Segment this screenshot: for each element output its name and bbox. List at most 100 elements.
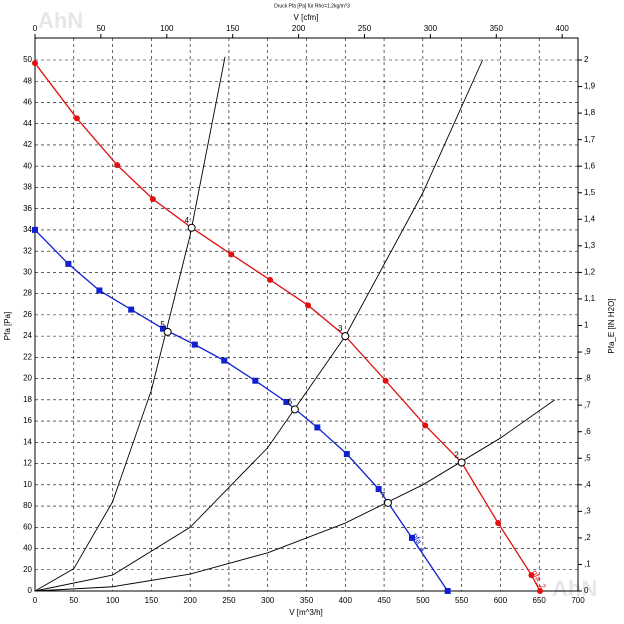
marker — [382, 377, 389, 384]
x-tick-label: 350 — [300, 596, 314, 605]
y-tick-label: 24 — [23, 331, 32, 340]
operating-point — [341, 332, 350, 341]
x2-tick-label: 400 — [556, 24, 570, 33]
x-tick-label: 450 — [377, 596, 391, 605]
marker — [283, 398, 290, 405]
x2-tick-label: 250 — [358, 24, 372, 33]
x-tick-label: 550 — [455, 596, 469, 605]
y-tick-label: 80 — [23, 501, 32, 510]
x2-tick-label: 200 — [292, 24, 306, 33]
y2-tick-label: 1,8 — [584, 108, 596, 117]
operating-point — [290, 405, 299, 414]
x-tick-label: 700 — [571, 596, 585, 605]
y-tick-label: 28 — [23, 289, 32, 298]
x-tick-label: 0 — [33, 596, 38, 605]
y-tick-label: 0 — [28, 586, 33, 595]
marker — [114, 162, 121, 169]
y2-tick-label: ,4 — [584, 480, 591, 489]
y-axis-title: Pfa [Pa] — [3, 312, 12, 340]
x-axis-title: V [m^3/h] — [289, 608, 323, 617]
marker — [267, 276, 274, 283]
x2-tick-label: 350 — [490, 24, 504, 33]
y2-tick-label: ,3 — [584, 506, 591, 515]
y-tick-label: 38 — [23, 183, 32, 192]
operating-point-label: 6 — [288, 398, 293, 407]
marker — [528, 572, 535, 579]
chart-title: Druck Pfa [Pa] für Rho=1.2kg/m^3 — [274, 3, 350, 9]
system-curve — [34, 56, 226, 592]
y-tick-label: 48 — [23, 76, 32, 85]
y2-tick-label: 1,9 — [584, 82, 596, 91]
y-tick-label: 22 — [23, 352, 32, 361]
y2-tick-label: ,8 — [584, 374, 591, 383]
operating-point — [383, 498, 392, 507]
y2-axis-title: Pfa_E [IN H2O] — [607, 298, 616, 353]
x2-tick-label: 150 — [226, 24, 240, 33]
marker — [128, 306, 135, 313]
y-tick-label: 34 — [23, 225, 32, 234]
watermark: AhN — [552, 576, 597, 601]
x-tick-label: 50 — [69, 596, 78, 605]
y2-tick-label: 0 — [584, 586, 589, 595]
operating-point-label: 7 — [381, 491, 386, 500]
x2-tick-label: 0 — [33, 24, 38, 33]
y-tick-label: 40 — [23, 161, 32, 170]
marker — [32, 226, 38, 233]
x-tick-label: 100 — [106, 596, 120, 605]
watermark: AhN — [38, 8, 83, 33]
y2-tick-label: 1,2 — [584, 268, 596, 277]
marker — [422, 422, 429, 429]
y2-tick-label: 1,4 — [584, 214, 596, 223]
marker — [536, 588, 543, 594]
marker — [375, 486, 382, 493]
marker — [221, 357, 228, 364]
y-tick-label: 14 — [23, 437, 32, 446]
marker — [32, 60, 38, 67]
marker — [343, 451, 350, 458]
y-tick-label: 20 — [23, 374, 32, 383]
y-tick-label: 20 — [23, 565, 32, 574]
system-curve — [34, 399, 555, 592]
operating-point — [187, 223, 196, 232]
operating-point-label: 4 — [184, 216, 189, 225]
series-label: pfa_1 — [410, 531, 428, 553]
y-tick-label: 60 — [23, 522, 32, 531]
y-tick-label: 44 — [23, 119, 32, 128]
y2-tick-label: 1,5 — [584, 188, 596, 197]
y-tick-label: 10 — [23, 480, 32, 489]
x-tick-label: 500 — [416, 596, 430, 605]
x2-axis-title: V [cfm] — [294, 13, 319, 22]
y2-tick-label: ,6 — [584, 427, 591, 436]
y-tick-label: 32 — [23, 246, 32, 255]
x-tick-label: 650 — [533, 596, 547, 605]
y-tick-label: 36 — [23, 204, 32, 213]
operating-point-label: 2 — [454, 451, 459, 460]
y-tick-label: 42 — [23, 140, 32, 149]
x-tick-label: 250 — [222, 596, 236, 605]
y2-tick-label: ,5 — [584, 453, 591, 462]
y2-tick-label: ,7 — [584, 400, 591, 409]
operating-point — [163, 327, 172, 336]
marker — [149, 196, 156, 203]
operating-point-label: 3 — [338, 324, 343, 333]
x-tick-label: 600 — [494, 596, 508, 605]
y2-tick-label: ,9 — [584, 347, 591, 356]
x2-tick-label: 300 — [424, 24, 438, 33]
marker — [228, 251, 235, 258]
marker — [191, 341, 198, 348]
marker — [159, 325, 166, 332]
y-tick-label: 46 — [23, 98, 32, 107]
y2-tick-label: ,1 — [584, 560, 591, 569]
system-curve — [34, 59, 483, 592]
y2-tick-label: 1,1 — [584, 294, 596, 303]
marker — [73, 115, 80, 122]
marker — [96, 287, 103, 294]
y-tick-label: 50 — [23, 55, 32, 64]
y2-tick-label: 2 — [584, 55, 589, 64]
marker — [252, 377, 259, 384]
operating-point-label: 5 — [160, 320, 165, 329]
x-tick-label: 200 — [183, 596, 197, 605]
y2-tick-label: 1 — [584, 321, 589, 330]
marker — [65, 260, 72, 267]
